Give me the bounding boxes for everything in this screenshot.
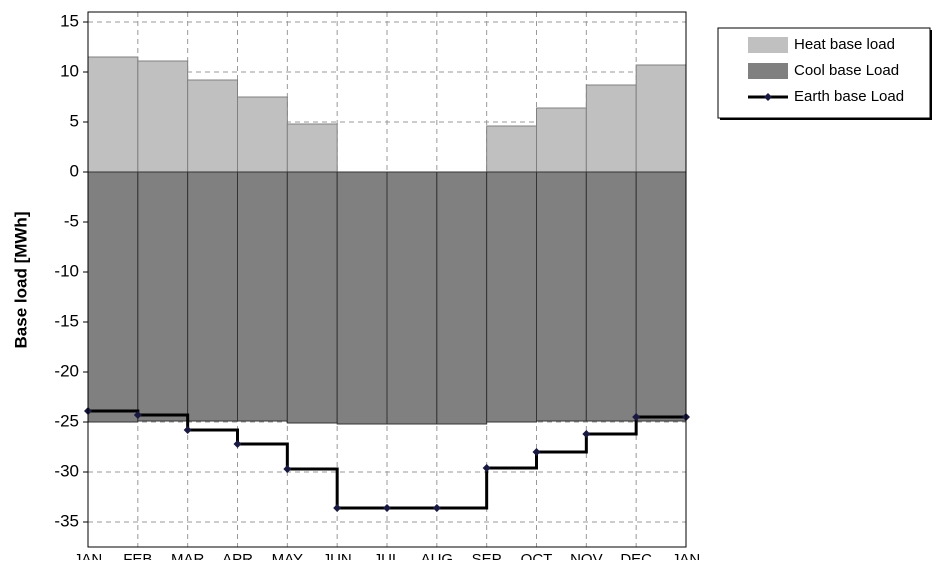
marker	[333, 504, 342, 512]
y-tick-label: -30	[54, 461, 79, 480]
x-tick-label: SEP	[472, 551, 502, 560]
bar	[585, 84, 637, 173]
bar	[386, 171, 438, 425]
legend-label: Earth base Load	[794, 88, 904, 105]
bar	[486, 171, 537, 423]
x-tick-label: AUG	[421, 551, 454, 560]
y-axis-label: Base load [MWh]	[11, 212, 30, 349]
bar	[286, 171, 338, 424]
bar	[237, 96, 288, 173]
x-tick-label: FEB	[123, 551, 152, 560]
bar	[187, 79, 239, 173]
legend-swatch	[764, 93, 772, 101]
step-line	[88, 409, 686, 510]
y-tick-label: -10	[54, 261, 79, 280]
x-tick-label: JUL	[374, 551, 401, 560]
bar	[635, 171, 687, 422]
bar	[436, 171, 488, 425]
bar	[486, 125, 537, 173]
marker	[582, 430, 591, 438]
x-tick-label: MAY	[272, 551, 303, 560]
x-tick-label: OCT	[521, 551, 553, 560]
legend-swatch	[748, 37, 788, 53]
legend-swatch	[748, 63, 788, 79]
legend-label: Heat base load	[794, 36, 895, 53]
marker	[233, 440, 242, 448]
x-tick-label: MAR	[171, 551, 205, 560]
marker	[532, 448, 541, 456]
x-tick-label: APR	[222, 551, 253, 560]
bar	[635, 64, 687, 173]
bar	[87, 171, 139, 423]
marker	[133, 411, 142, 419]
bar	[87, 56, 139, 173]
bar	[137, 171, 189, 422]
marker	[383, 504, 391, 512]
marker	[432, 504, 441, 512]
bar	[286, 123, 338, 173]
bar	[536, 107, 587, 173]
y-tick-label: -5	[64, 211, 79, 230]
y-tick-label: -15	[54, 311, 79, 330]
x-tick-label: NOV	[570, 551, 603, 560]
bar	[187, 171, 239, 422]
bar	[137, 60, 189, 173]
marker	[183, 426, 192, 434]
bar	[336, 171, 388, 425]
marker	[632, 413, 641, 421]
x-tick-label: JUN	[323, 551, 352, 560]
marker	[482, 464, 491, 472]
marker	[283, 465, 292, 473]
bar	[536, 171, 587, 422]
y-tick-label: -25	[54, 411, 79, 430]
y-tick-label: 10	[60, 61, 79, 80]
bar	[585, 171, 637, 422]
x-tick-label: JAN	[672, 551, 700, 560]
y-tick-label: -20	[54, 361, 79, 380]
y-tick-label: 15	[60, 11, 79, 30]
y-tick-label: -35	[54, 511, 79, 530]
y-tick-label: 0	[70, 161, 79, 180]
x-tick-label: JAN	[74, 551, 102, 560]
x-tick-label: DEC	[620, 551, 652, 560]
y-tick-label: 5	[70, 111, 79, 130]
plot-frame	[87, 11, 687, 548]
legend-label: Cool base Load	[794, 62, 899, 79]
bar	[237, 171, 288, 422]
